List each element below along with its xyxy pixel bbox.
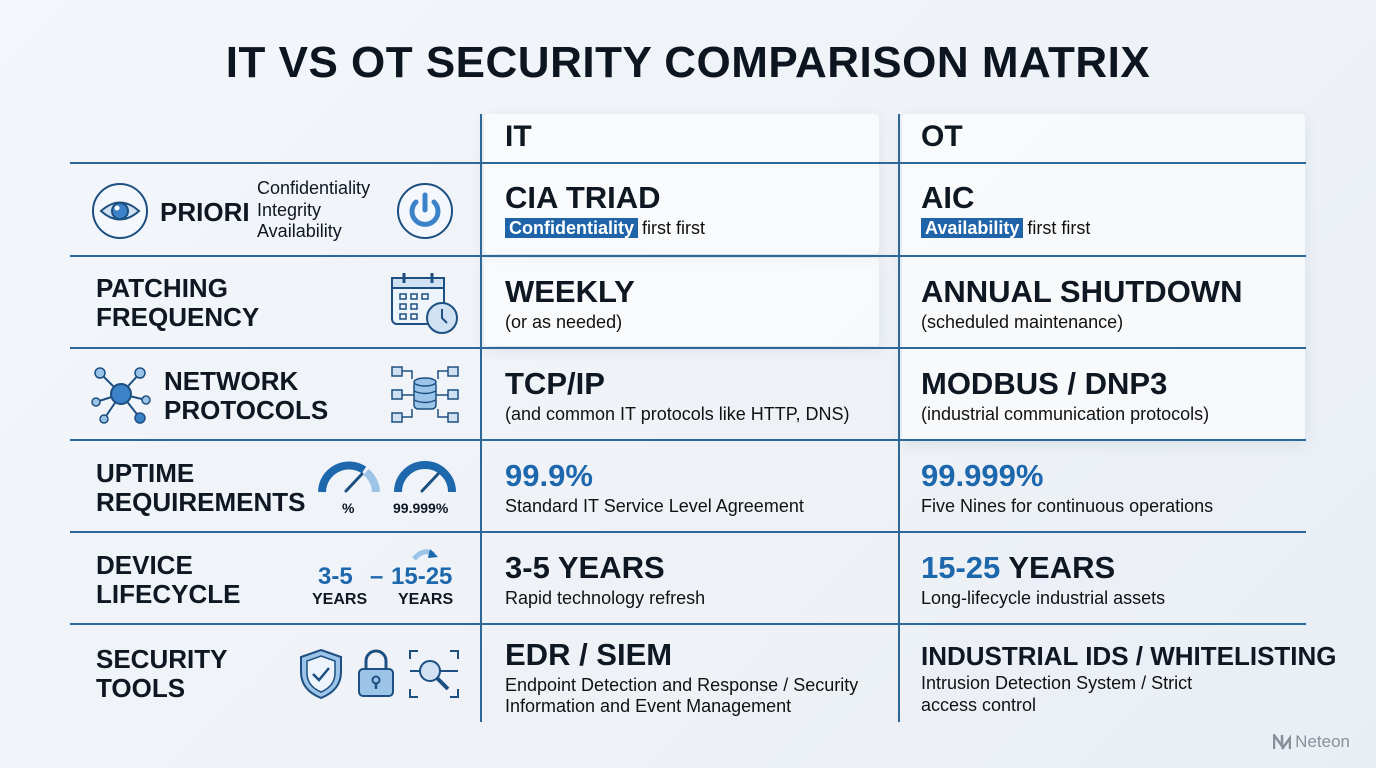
cell-sub: Information and Event Management: [505, 696, 792, 717]
cell-main: AIC: [921, 180, 975, 215]
cell-it-lifecycle: 3-5 YEARS Rapid technology refresh: [505, 550, 706, 609]
label-line: REQUIREMENTS: [96, 486, 306, 517]
cell-sub: Rapid technology refresh: [505, 587, 706, 608]
lifecycle-from: 3-5: [318, 563, 353, 590]
cell-main: ANNUAL SHUTDOWN: [921, 274, 1243, 309]
neteon-logo-icon: [1273, 734, 1292, 750]
cell-sub: access control: [921, 694, 1037, 715]
label-line: SECURITY: [96, 644, 228, 674]
grid-line: [480, 114, 482, 722]
brand-logo: Neteon: [1273, 732, 1350, 752]
grid-line: [70, 439, 1306, 441]
grid-line: [70, 531, 1306, 533]
lifecycle-dash: –: [370, 563, 384, 590]
cell-it-patching: WEEKLY (or as needed): [505, 274, 635, 333]
shield-check-icon: [300, 648, 342, 700]
cell-it-uptime: 99.9% Standard IT Service Level Agreement: [505, 458, 804, 517]
cell-main: 99.9%: [505, 458, 593, 493]
cell-sub: (or as needed): [505, 311, 623, 332]
brand-name: Neteon: [1295, 732, 1350, 751]
gauge-label: 99.999%: [393, 500, 449, 516]
row-label-patching: PATCHING FREQUENCY: [96, 274, 259, 331]
gauge-label: %: [342, 500, 355, 516]
cell-ot-priority: AIC Availability first first: [921, 180, 1091, 239]
cell-sub: Long-lifecycle industrial assets: [921, 587, 1166, 608]
row-label-priority: PRIORI: [160, 197, 250, 227]
label-line: PATCHING: [96, 273, 228, 303]
scan-search-icon: [409, 650, 459, 698]
cell-main: INDUSTRIAL IDS / WHITELISTING: [921, 641, 1337, 671]
cell-sub: Intrusion Detection System / Strict: [921, 673, 1193, 694]
cell-it-network: TCP/IP (and common IT protocols like HTTP…: [505, 366, 850, 425]
label-line: UPTIME: [96, 458, 195, 488]
power-icon: [397, 183, 453, 239]
row-label-uptime: UPTIME REQUIREMENTS: [96, 459, 305, 516]
cell-it-priority: CIA TRIAD Confidentiality first first: [505, 180, 705, 239]
label-line: DEVICE: [96, 550, 193, 580]
row-label-tools: SECURITY TOOLS: [96, 645, 227, 702]
cell-sub: Standard IT Service Level Agreement: [505, 495, 804, 516]
grid-line: [70, 255, 1306, 257]
gauge-icon: [318, 461, 380, 493]
cell-sub: first first: [642, 217, 705, 238]
lifecycle-unit: YEARS: [312, 591, 368, 608]
cell-sub: (industrial communication protocols): [921, 403, 1210, 424]
column-header-ot: OT: [921, 120, 963, 153]
highlight-tag: Confidentiality: [505, 217, 638, 238]
column-header-it: IT: [505, 120, 532, 153]
cia-list: Confidentiality Integrity Availability: [257, 178, 370, 243]
lifecycle-unit: YEARS: [398, 591, 454, 608]
cell-ot-tools: INDUSTRIAL IDS / WHITELISTING Intrusion D…: [921, 641, 1337, 716]
highlight-tag: Availability: [921, 217, 1024, 238]
lifecycle-to: 15-25: [391, 563, 453, 590]
cell-main-highlight: 15-25: [921, 550, 1001, 585]
cell-main: 3-5 YEARS: [505, 550, 665, 585]
cell-main: TCP/IP: [505, 366, 605, 401]
grid-line: [898, 114, 900, 722]
cell-sub: first first: [1027, 217, 1091, 238]
label-line: TOOLS: [96, 672, 186, 703]
refresh-arrow-icon: [412, 549, 438, 561]
cell-main: CIA TRIAD: [505, 180, 661, 215]
cell-sub: (scheduled maintenance): [921, 311, 1124, 332]
cell-main: EDR / SIEM: [505, 637, 673, 672]
cell-main: WEEKLY: [505, 274, 635, 309]
cell-sub: Endpoint Detection and Response / Securi…: [505, 674, 859, 695]
ot-card-top: [902, 114, 1305, 440]
cell-ot-network: MODBUS / DNP3 (industrial communication p…: [921, 366, 1210, 425]
cia-item: Integrity: [257, 199, 322, 220]
cell-sub: Five Nines for continuous operations: [921, 495, 1214, 516]
label-line: LIFECYCLE: [96, 578, 241, 609]
network-hub-icon: [91, 367, 151, 424]
cia-item: Availability: [257, 221, 342, 242]
gauge-icon: [394, 461, 456, 493]
cell-ot-lifecycle: 15-25 YEARS Long-lifecycle industrial ass…: [921, 550, 1166, 609]
database-network-icon: [391, 366, 459, 423]
page-title: IT VS OT SECURITY COMPARISON MATRIX: [225, 38, 1151, 87]
row-label-network: NETWORK PROTOCOLS: [164, 367, 328, 424]
it-card-patching: [484, 258, 879, 346]
cell-main: YEARS: [1008, 550, 1116, 585]
calendar-clock-icon: [391, 273, 458, 334]
eye-icon: [92, 183, 148, 239]
padlock-icon: [358, 649, 394, 697]
label-line: NETWORK: [164, 366, 299, 396]
cell-sub: (and common IT protocols like HTTP, DNS): [505, 403, 850, 424]
grid-line: [70, 347, 1306, 349]
cell-ot-patching: ANNUAL SHUTDOWN (scheduled maintenance): [921, 274, 1243, 333]
grid-line: [70, 162, 1306, 164]
cell-main: 99.999%: [921, 458, 1044, 493]
label-line: FREQUENCY: [96, 301, 260, 332]
cia-item: Confidentiality: [257, 178, 371, 198]
cell-main: MODBUS / DNP3: [921, 366, 1168, 401]
cell-it-tools: EDR / SIEM Endpoint Detection and Respons…: [505, 637, 859, 718]
row-label-lifecycle: DEVICE LIFECYCLE: [96, 551, 240, 608]
grid-line: [70, 623, 1306, 625]
label-line: PROTOCOLS: [164, 394, 329, 425]
cell-ot-uptime: 99.999% Five Nines for continuous operati…: [921, 458, 1214, 517]
